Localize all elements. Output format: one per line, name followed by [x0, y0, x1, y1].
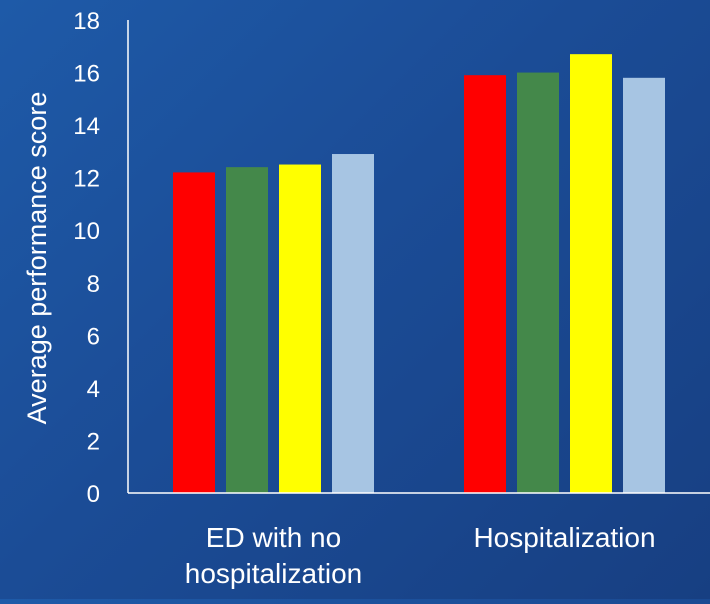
y-tick-label: 8 [87, 271, 100, 298]
y-axis-ticks: 0 2 4 6 8 10 12 14 16 18 [73, 8, 100, 508]
x-category-label-line: hospitalization [185, 558, 362, 589]
x-category-label-line: ED with no [206, 522, 341, 553]
bar-series-1-cat-2 [464, 75, 506, 493]
bar-series-3-cat-1 [279, 164, 321, 493]
y-tick-label: 0 [87, 481, 100, 508]
bar-series-1-cat-1 [173, 172, 215, 493]
bar-series-4-cat-2 [623, 77, 665, 494]
y-tick-label: 4 [87, 376, 100, 403]
y-tick-label: 10 [73, 218, 100, 245]
x-category-label: Hospitalization [473, 522, 655, 553]
bar-series-2-cat-1 [226, 167, 268, 493]
bar-series-3-cat-2 [570, 54, 612, 494]
y-tick-label: 18 [73, 8, 100, 35]
x-category-label: ED with no hospitalization [185, 522, 362, 589]
bars [173, 54, 665, 494]
y-tick-label: 16 [73, 61, 100, 88]
x-category-label-line: Hospitalization [473, 522, 655, 553]
y-tick-label: 6 [87, 323, 100, 350]
x-axis-labels: ED with no hospitalization Hospitalization [185, 522, 656, 589]
y-axis-label: Average performance score [22, 92, 52, 425]
y-tick-label: 2 [87, 428, 100, 455]
y-tick-label: 12 [73, 166, 100, 193]
bar-series-4-cat-1 [332, 154, 374, 493]
y-tick-label: 14 [73, 113, 100, 140]
bar-series-2-cat-2 [517, 72, 559, 494]
